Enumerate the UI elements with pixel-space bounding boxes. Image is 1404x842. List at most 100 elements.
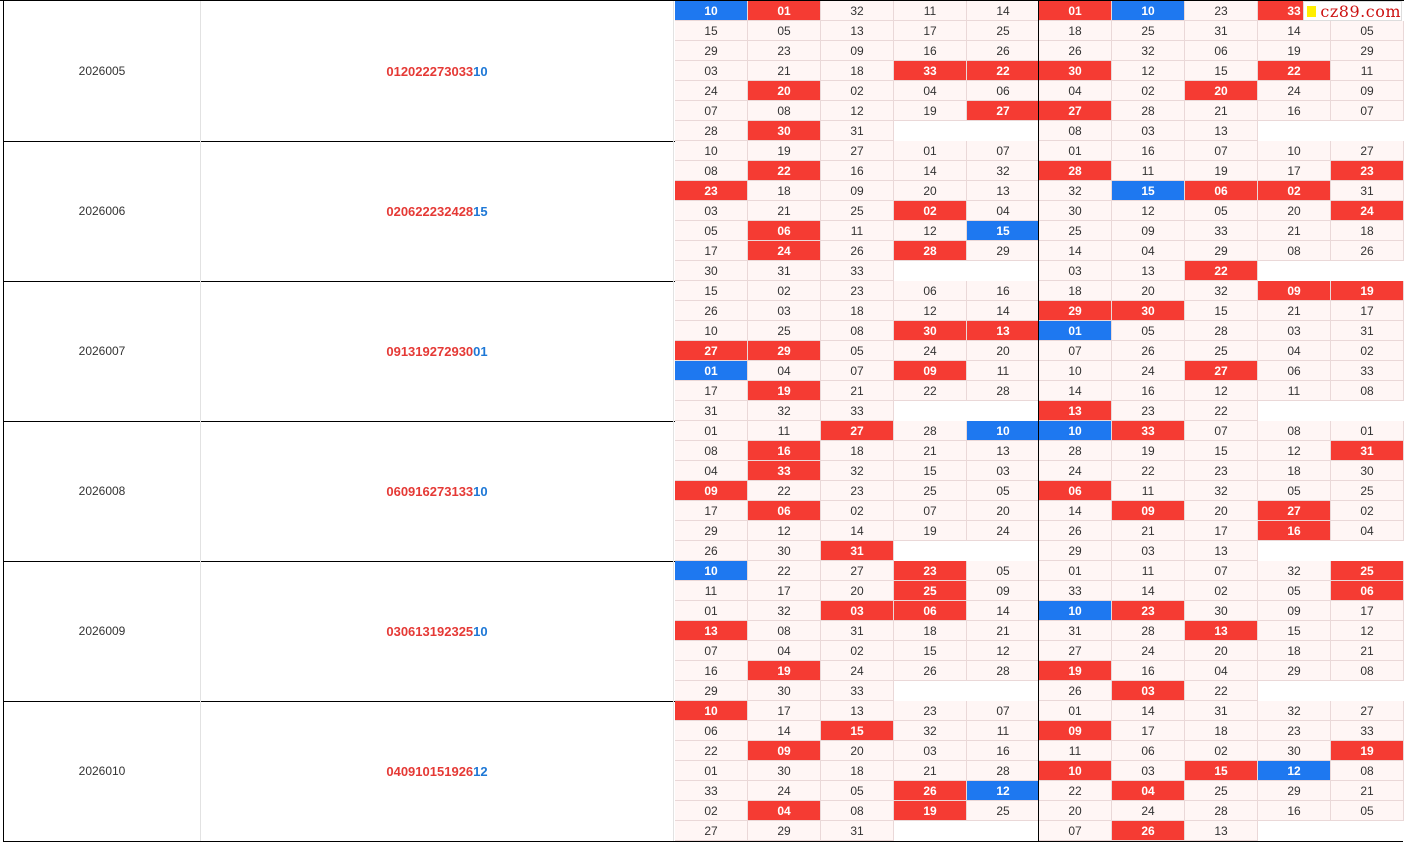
grid-cell-red-hit: 33 xyxy=(748,461,821,481)
grid-cell: 29 xyxy=(675,41,748,61)
grid-cell: 14 xyxy=(821,521,894,541)
draw-numbers: 01 20 22 27 30 33 10 xyxy=(201,1,674,141)
grid-cell: 33 xyxy=(821,401,894,421)
grid-cell: 31 xyxy=(821,821,894,841)
red-ball-number: 06 xyxy=(400,203,416,219)
grid-cell-empty xyxy=(894,681,967,701)
grid-cell: 18 xyxy=(1258,461,1331,481)
grid-cell: 30 xyxy=(748,761,821,781)
grid-cell: 18 xyxy=(821,761,894,781)
grid-cell: 19 xyxy=(894,101,967,121)
grid-cell-red-hit: 24 xyxy=(1331,201,1404,221)
grid-cell: 32 xyxy=(821,461,894,481)
grid-cell: 05 xyxy=(748,21,821,41)
grid-cell: 16 xyxy=(1258,801,1331,821)
grid-cell: 01 xyxy=(675,601,748,621)
grid-cell-empty xyxy=(967,681,1040,701)
grid-cell: 24 xyxy=(1112,801,1185,821)
grid-cell: 05 xyxy=(1258,581,1331,601)
site-watermark[interactable]: cz89.com xyxy=(1303,1,1402,21)
grid-cell: 11 xyxy=(748,421,821,441)
grid-cell: 02 xyxy=(821,501,894,521)
grid-cell-red-hit: 10 xyxy=(1039,761,1112,781)
grid-cell-empty xyxy=(1258,261,1331,281)
grid-cell: 12 xyxy=(894,221,967,241)
grid-cell-red-hit: 26 xyxy=(1112,821,1185,841)
grid-cell-red-hit: 06 xyxy=(1331,581,1404,601)
grid-cell: 28 xyxy=(1112,621,1185,641)
grid-cell: 25 xyxy=(1112,21,1185,41)
grid-cell: 16 xyxy=(1112,141,1185,161)
grid-cell-red-hit: 29 xyxy=(1039,301,1112,321)
grid-cell-red-hit: 26 xyxy=(894,781,967,801)
grid-cell: 27 xyxy=(1039,641,1112,661)
red-ball-number: 27 xyxy=(429,343,445,359)
grid-cell: 25 xyxy=(967,21,1040,41)
grid-cell: 15 xyxy=(1185,441,1258,461)
grid-cell: 32 xyxy=(1258,561,1331,581)
grid-cell: 09 xyxy=(1112,221,1185,241)
grid-cell: 32 xyxy=(894,721,967,741)
grid-cell: 11 xyxy=(821,221,894,241)
red-ball-number: 26 xyxy=(458,763,474,779)
grid-cell: 11 xyxy=(675,581,748,601)
grid-cell: 28 xyxy=(1185,321,1258,341)
grid-cell-red-hit: 06 xyxy=(748,221,821,241)
grid-cell: 08 xyxy=(1331,661,1404,681)
grid-cell: 08 xyxy=(1039,121,1112,141)
grid-cell: 07 xyxy=(1039,341,1112,361)
grid-cell-red-hit: 33 xyxy=(1112,421,1185,441)
grid-cell: 01 xyxy=(894,141,967,161)
table-row: 2026007 09 13 19 27 29 30 01 15 26 10 27 01 17 3… xyxy=(0,281,1404,422)
grid-cell: 07 xyxy=(894,501,967,521)
red-ball-number: 19 xyxy=(444,763,459,779)
red-ball-number: 22 xyxy=(415,203,430,219)
grid-cell: 02 xyxy=(1112,81,1185,101)
grid-cell-empty xyxy=(967,121,1040,141)
grid-cell: 28 xyxy=(1039,441,1112,461)
grid-cell: 13 xyxy=(967,441,1040,461)
grid-cell: 09 xyxy=(1258,601,1331,621)
grid-cell: 02 xyxy=(748,281,821,301)
grid-cell-blue-hit: 15 xyxy=(1112,181,1185,201)
grid-cell: 17 xyxy=(1331,601,1404,621)
grid-cell-red-hit: 30 xyxy=(1112,301,1185,321)
grid-cell: 16 xyxy=(821,161,894,181)
grid-cell: 08 xyxy=(748,101,821,121)
grid-cell: 18 xyxy=(1331,221,1404,241)
grid-cell: 08 xyxy=(675,161,748,181)
grid-cell: 14 xyxy=(1039,501,1112,521)
grid-cell-red-hit: 13 xyxy=(967,321,1040,341)
grid-cell: 27 xyxy=(821,141,894,161)
grid-cell: 08 xyxy=(821,321,894,341)
grid-cell: 08 xyxy=(1331,761,1404,781)
grid-cell-red-hit: 13 xyxy=(675,621,748,641)
grid-cell: 13 xyxy=(821,701,894,721)
table-top-border xyxy=(0,0,1404,1)
grid-cell: 17 xyxy=(675,241,748,261)
grid-cell: 04 xyxy=(1185,661,1258,681)
grid-cell: 12 xyxy=(1112,201,1185,221)
grid-cell: 29 xyxy=(1258,781,1331,801)
grid-cell: 21 xyxy=(1112,521,1185,541)
grid-cell: 25 xyxy=(748,321,821,341)
grid-cell: 29 xyxy=(1258,661,1331,681)
grid-cell: 02 xyxy=(821,81,894,101)
grid-cell: 04 xyxy=(1258,341,1331,361)
grid-cell: 10 xyxy=(1039,361,1112,381)
grid-cell: 16 xyxy=(967,741,1040,761)
grid-cell: 15 xyxy=(1185,61,1258,81)
blue-ball-number: 15 xyxy=(473,203,488,219)
grid-cell-red-hit: 22 xyxy=(748,161,821,181)
red-ball-number: 10 xyxy=(415,763,430,779)
draw-numbers: 03 06 13 19 23 25 10 xyxy=(201,561,674,701)
grid-cell-red-hit: 01 xyxy=(1039,1,1112,21)
grid-cell-red-hit: 04 xyxy=(1112,781,1185,801)
grid-cell-red-hit: 01 xyxy=(748,1,821,21)
grid-cell: 01 xyxy=(675,761,748,781)
grid-cell: 21 xyxy=(1331,641,1404,661)
grid-cell: 04 xyxy=(1112,241,1185,261)
grid-cell: 05 xyxy=(1112,321,1185,341)
grid-cell: 29 xyxy=(748,821,821,841)
grid-cell: 03 xyxy=(675,201,748,221)
